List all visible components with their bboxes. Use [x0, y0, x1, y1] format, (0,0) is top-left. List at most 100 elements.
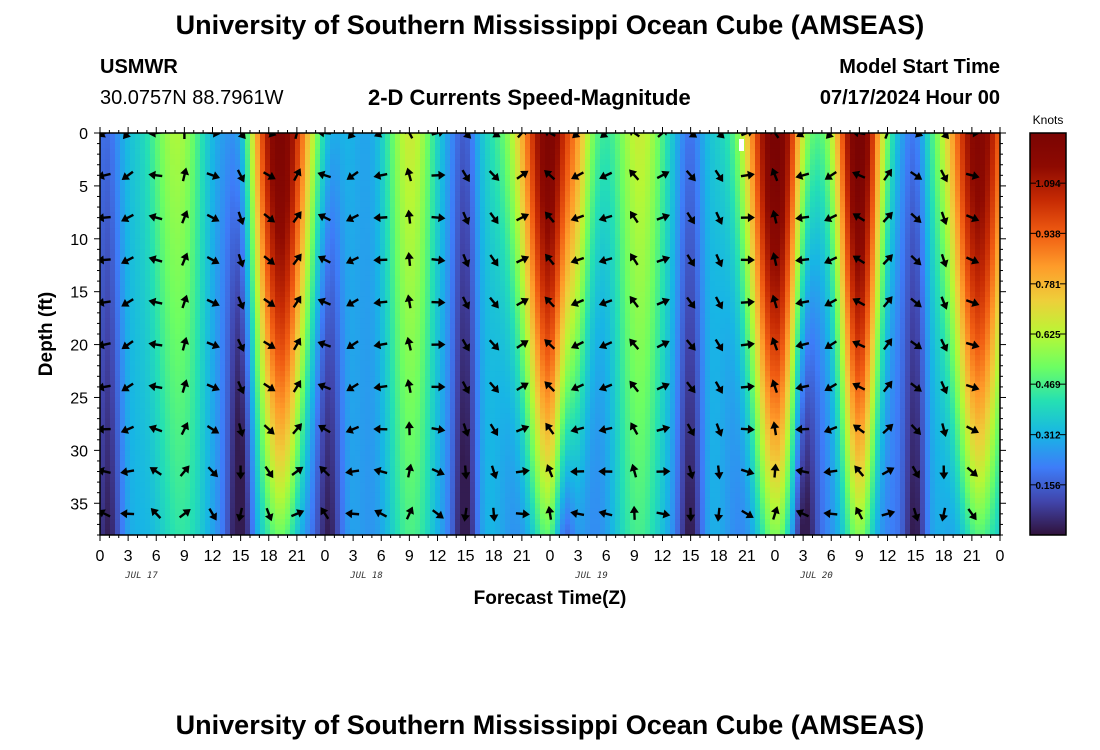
- heat-cell: [220, 185, 226, 192]
- heat-cell: [200, 439, 206, 446]
- heat-cell: [385, 318, 391, 325]
- heat-cell: [240, 249, 246, 256]
- heat-cell: [385, 455, 391, 462]
- heat-cell: [385, 138, 391, 145]
- heat-cell: [200, 259, 206, 266]
- heat-cell: [205, 265, 211, 272]
- heat-cell: [185, 519, 191, 526]
- heat-cell: [120, 445, 126, 451]
- heat-cell: [295, 133, 301, 139]
- heat-cell: [215, 238, 221, 245]
- heat-cell: [385, 164, 391, 171]
- heat-cell: [275, 228, 281, 235]
- heat-cell: [260, 154, 266, 161]
- heat-cell: [290, 328, 296, 335]
- heat-cell: [165, 180, 171, 187]
- heat-cell: [110, 238, 116, 245]
- heat-cell: [135, 249, 141, 256]
- heat-cell: [305, 222, 311, 229]
- heat-cell: [110, 148, 116, 155]
- heat-cell: [260, 349, 266, 356]
- heat-cell: [330, 175, 336, 182]
- heat-cell: [240, 418, 246, 425]
- heat-cell: [375, 185, 381, 192]
- heat-cell: [190, 143, 196, 150]
- heat-cell: [200, 334, 206, 340]
- heat-cell: [230, 492, 236, 499]
- heat-cell: [405, 487, 411, 494]
- heat-cell: [410, 175, 416, 182]
- heat-cell: [355, 217, 361, 224]
- heat-cell: [230, 344, 236, 351]
- heat-cell: [295, 334, 301, 340]
- heat-cell: [300, 476, 306, 483]
- heat-cell: [320, 154, 326, 161]
- heat-cell: [420, 471, 426, 478]
- heat-cell: [315, 191, 321, 198]
- heat-cell: [210, 445, 216, 451]
- heat-cell: [150, 191, 156, 198]
- heat-cell: [255, 439, 261, 446]
- heat-cell: [155, 307, 161, 314]
- heat-cell: [145, 460, 151, 467]
- heat-cell: [380, 196, 386, 203]
- heat-cell: [370, 196, 376, 203]
- heat-cell: [160, 254, 166, 261]
- heat-cell: [390, 133, 396, 139]
- heat-cell: [255, 302, 261, 309]
- heat-cell: [145, 418, 151, 425]
- heat-cell: [315, 408, 321, 414]
- heat-cell: [360, 376, 366, 383]
- heat-cell: [155, 455, 161, 462]
- heat-cell: [185, 482, 191, 488]
- heat-cell: [180, 524, 186, 531]
- heat-cell: [160, 170, 166, 176]
- heat-cell: [200, 217, 206, 224]
- heat-cell: [180, 466, 186, 473]
- heat-cell: [175, 413, 181, 420]
- heat-cell: [345, 185, 351, 192]
- heat-cell: [415, 334, 421, 340]
- heat-cell: [375, 513, 381, 520]
- heat-cell: [410, 471, 416, 478]
- heat-cell: [315, 296, 321, 303]
- heat-cell: [210, 381, 216, 388]
- heat-cell: [205, 365, 211, 372]
- heat-cell: [165, 148, 171, 155]
- heat-cell: [245, 323, 251, 330]
- heat-cell: [380, 429, 386, 436]
- heat-cell: [320, 503, 326, 510]
- heat-cell: [420, 323, 426, 330]
- heat-cell: [110, 328, 116, 335]
- heat-cell: [135, 397, 141, 404]
- heat-cell: [345, 355, 351, 362]
- heat-cell: [360, 328, 366, 335]
- heat-cell: [220, 222, 226, 229]
- heat-cell: [380, 286, 386, 293]
- heat-cell: [220, 497, 226, 504]
- heat-cell: [240, 238, 246, 245]
- heat-cell: [345, 487, 351, 494]
- heat-cell: [385, 286, 391, 293]
- heat-cell: [155, 249, 161, 256]
- heat-cell: [100, 497, 106, 504]
- heat-cell: [200, 238, 206, 245]
- heat-cell: [270, 307, 276, 314]
- heat-cell: [245, 355, 251, 362]
- heat-cell: [410, 270, 416, 277]
- heat-cell: [300, 133, 306, 139]
- heat-cell: [275, 519, 281, 526]
- heat-cell: [340, 302, 346, 309]
- heat-cell: [395, 328, 401, 335]
- heat-cell: [350, 381, 356, 388]
- heat-cell: [245, 265, 251, 272]
- heat-cell: [290, 286, 296, 293]
- heat-cell: [240, 365, 246, 372]
- heat-cell: [390, 148, 396, 155]
- heat-cell: [180, 413, 186, 420]
- heat-cell: [135, 154, 141, 161]
- heat-cell: [225, 355, 231, 362]
- heat-cell: [415, 423, 421, 430]
- heat-cell: [345, 450, 351, 457]
- heat-cell: [250, 170, 256, 176]
